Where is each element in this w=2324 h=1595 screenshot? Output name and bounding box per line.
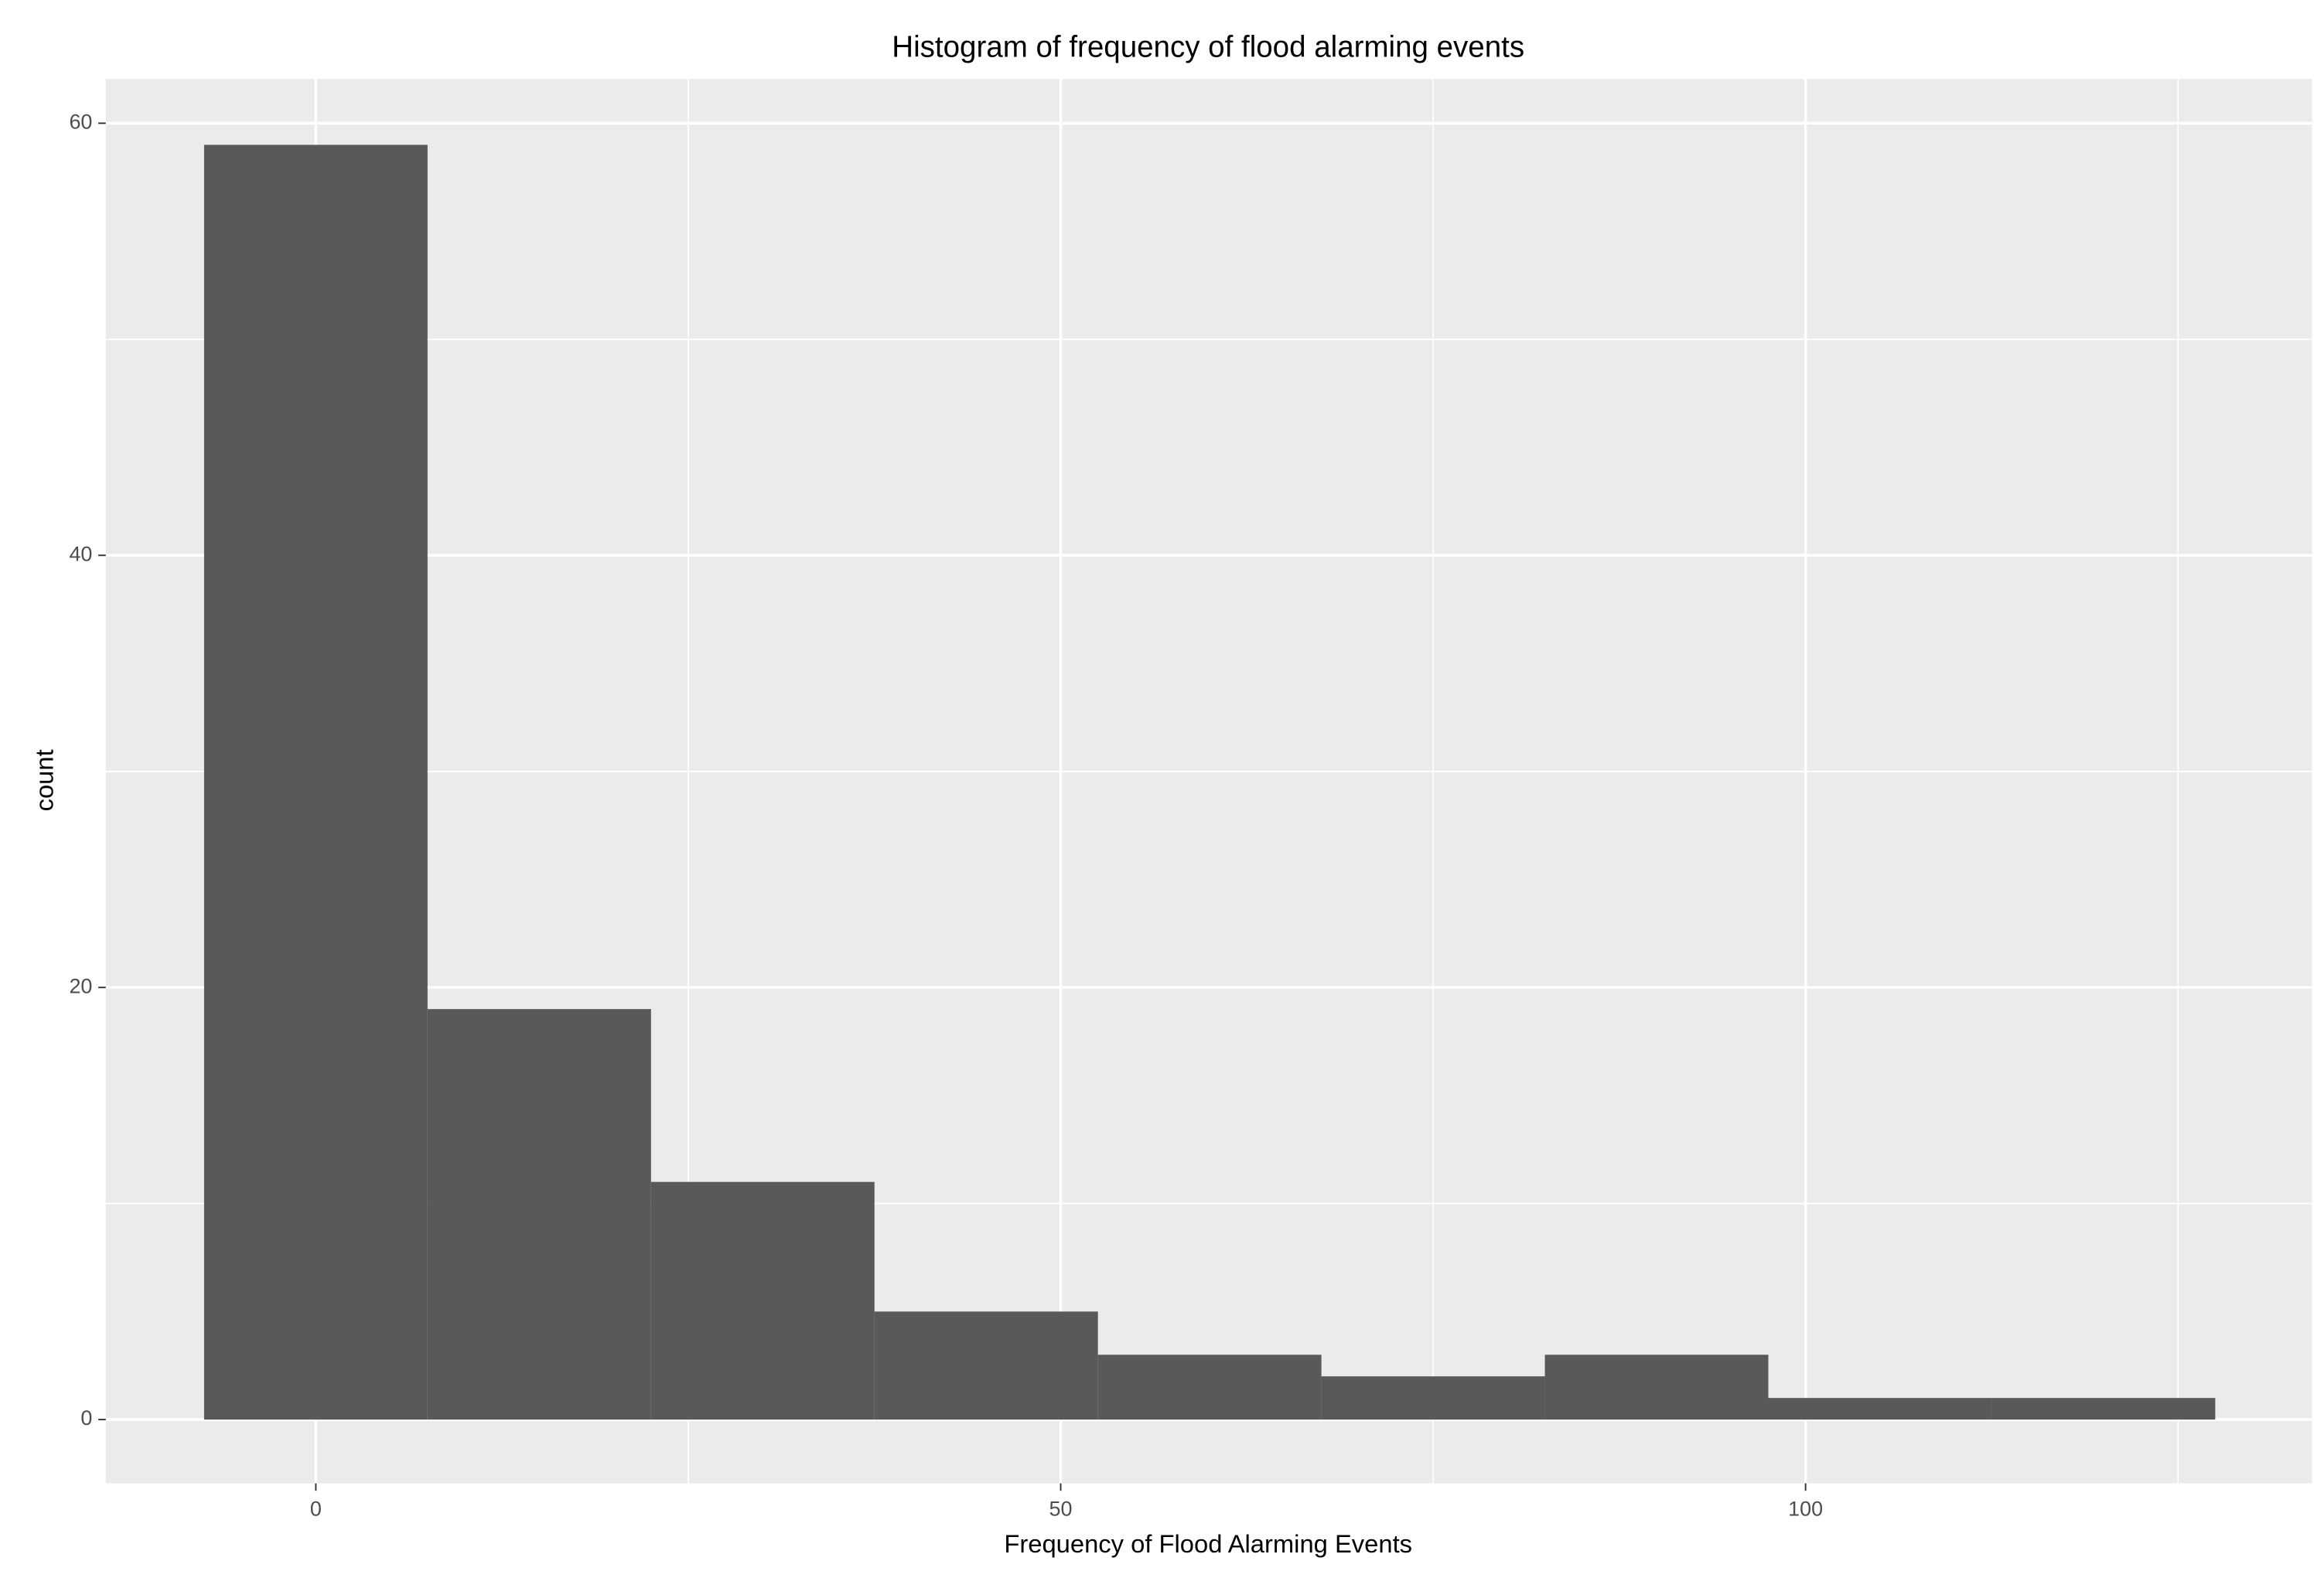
chart-title: Histogram of frequency of flood alarming… xyxy=(892,31,1524,64)
y-tick-label: 40 xyxy=(69,542,92,565)
x-tick-label: 100 xyxy=(1788,1497,1823,1520)
histogram-bar xyxy=(1544,1355,1769,1420)
y-tick-label: 20 xyxy=(69,974,92,997)
y-axis-label: count xyxy=(29,749,58,811)
histogram-bar xyxy=(874,1311,1098,1420)
x-axis-label: Frequency of Flood Alarming Events xyxy=(1004,1529,1412,1558)
histogram-bar xyxy=(1321,1376,1545,1420)
histogram-bar xyxy=(427,1009,651,1420)
histogram-bar xyxy=(203,145,428,1420)
histogram-bar xyxy=(1991,1398,2216,1420)
y-tick-label: 0 xyxy=(80,1406,92,1430)
histogram-bar xyxy=(1768,1398,1992,1420)
y-tick-label: 60 xyxy=(69,111,92,134)
histogram-bar xyxy=(650,1181,875,1420)
x-tick-label: 50 xyxy=(1049,1497,1073,1520)
x-tick-label: 0 xyxy=(310,1497,322,1520)
histogram-bar xyxy=(1097,1355,1322,1420)
